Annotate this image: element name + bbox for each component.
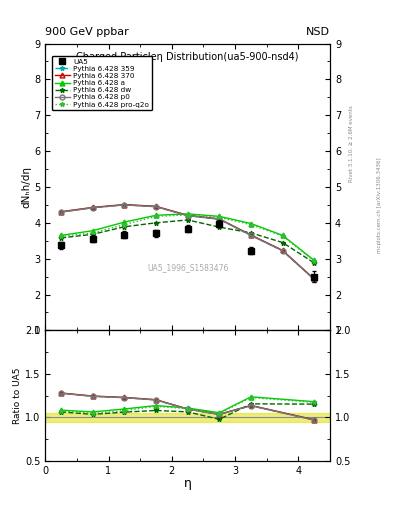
X-axis label: η: η	[184, 477, 192, 490]
Text: Charged Particleη Distribution(ua5-900-nsd4): Charged Particleη Distribution(ua5-900-n…	[76, 52, 299, 62]
Text: mcplots.cern.ch [arXiv:1306.3436]: mcplots.cern.ch [arXiv:1306.3436]	[377, 157, 382, 252]
Y-axis label: Ratio to UA5: Ratio to UA5	[13, 367, 22, 424]
Text: UA5_1996_S1583476: UA5_1996_S1583476	[147, 263, 228, 272]
Text: 900 GeV ppbar: 900 GeV ppbar	[45, 27, 129, 37]
Legend: UA5, Pythia 6.428 359, Pythia 6.428 370, Pythia 6.428 a, Pythia 6.428 dw, Pythia: UA5, Pythia 6.428 359, Pythia 6.428 370,…	[51, 56, 152, 111]
Text: NSD: NSD	[306, 27, 330, 37]
Text: Rivet 3.1.10, ≥ 2.6M events: Rivet 3.1.10, ≥ 2.6M events	[349, 105, 354, 182]
Y-axis label: dNₕh/dη: dNₕh/dη	[21, 166, 31, 208]
